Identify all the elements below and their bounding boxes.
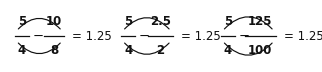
- Text: = 1.25: = 1.25: [72, 30, 111, 42]
- Text: 5: 5: [224, 15, 232, 28]
- Text: −: −: [139, 30, 150, 42]
- Text: 100: 100: [248, 44, 272, 57]
- Text: −: −: [239, 30, 250, 42]
- Text: −: −: [33, 30, 43, 42]
- Text: 4: 4: [224, 44, 232, 57]
- Text: 8: 8: [50, 44, 58, 57]
- FancyArrowPatch shape: [125, 43, 169, 54]
- Text: 125: 125: [248, 15, 272, 28]
- Text: 10: 10: [46, 15, 62, 28]
- Text: = 1.25: = 1.25: [181, 30, 220, 42]
- Text: 2: 2: [156, 44, 165, 57]
- Text: = 1.25: = 1.25: [284, 30, 322, 42]
- Text: 4: 4: [124, 44, 132, 57]
- Text: 4: 4: [18, 44, 26, 57]
- FancyArrowPatch shape: [18, 43, 60, 54]
- FancyArrowPatch shape: [125, 18, 169, 29]
- FancyArrowPatch shape: [224, 17, 272, 29]
- Text: 5: 5: [124, 15, 132, 28]
- FancyArrowPatch shape: [224, 43, 272, 55]
- FancyArrowPatch shape: [18, 18, 60, 29]
- Text: 5: 5: [18, 15, 26, 28]
- Text: 2.5: 2.5: [150, 15, 171, 28]
